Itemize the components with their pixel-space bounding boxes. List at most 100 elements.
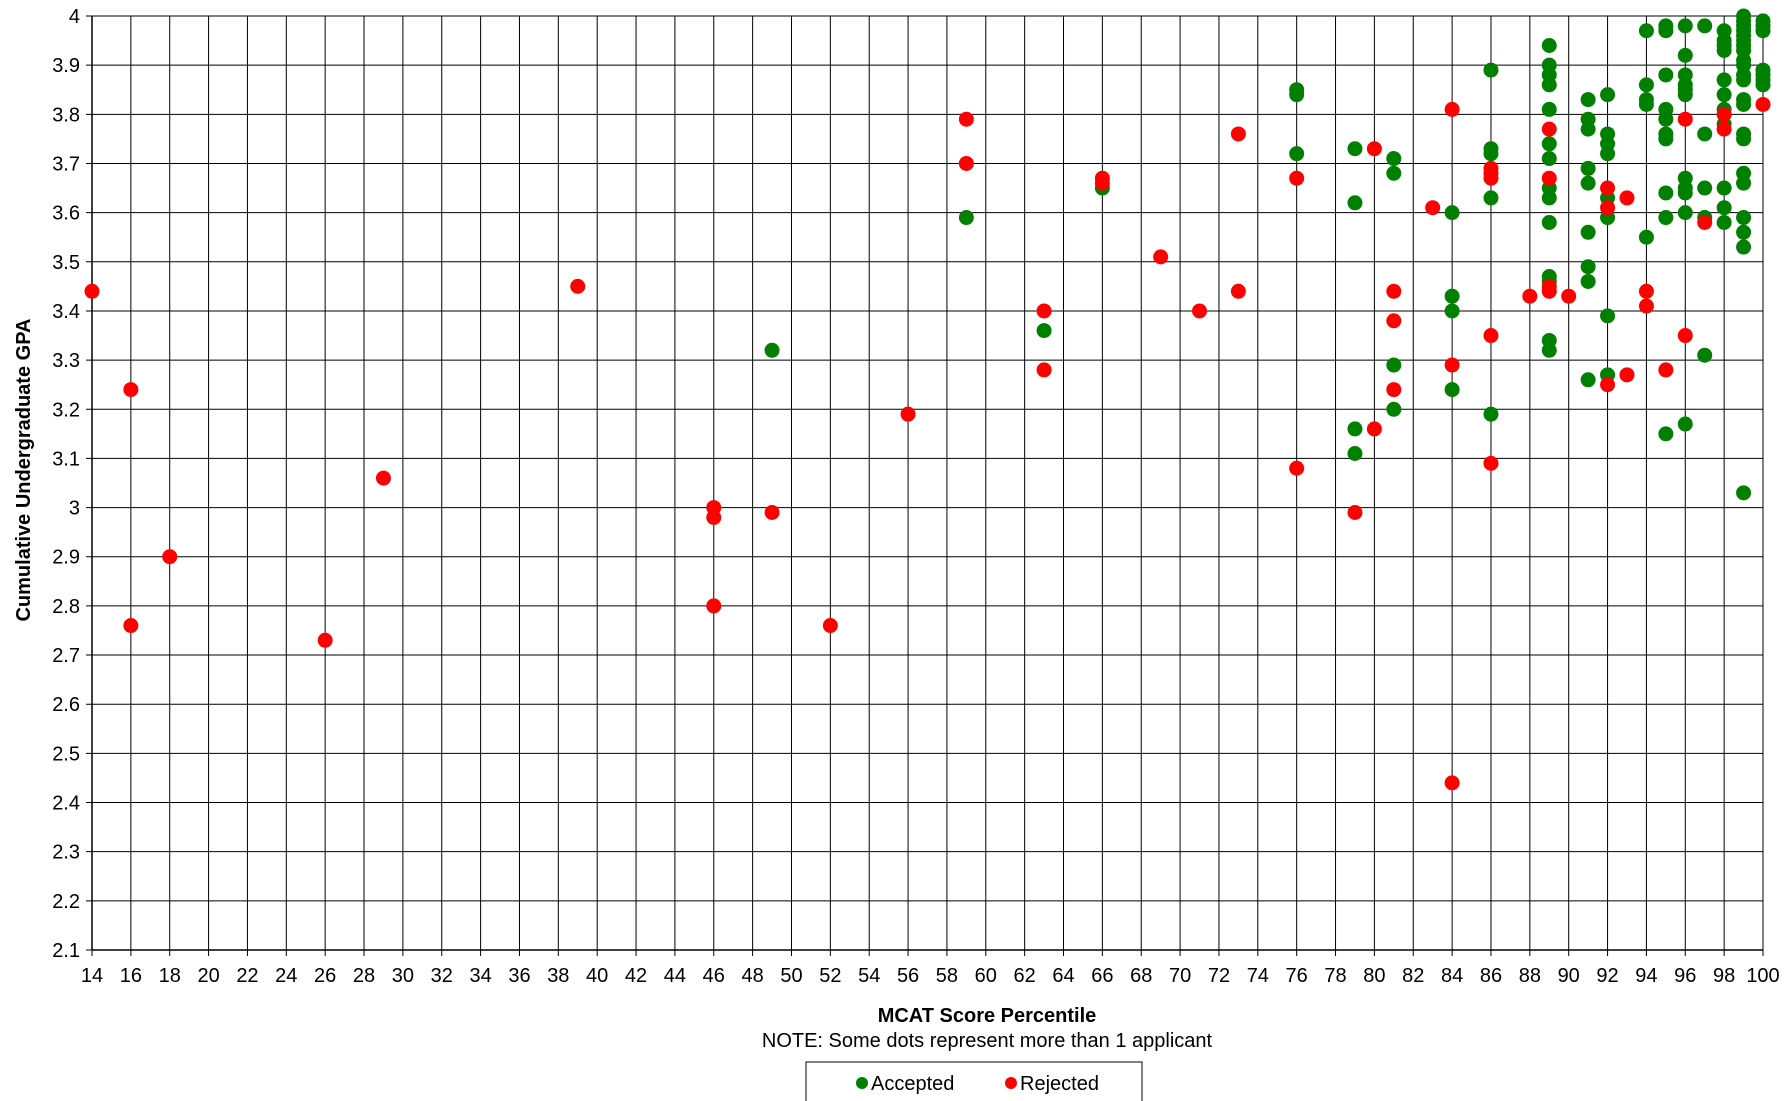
x-tick-label: 42 (625, 965, 647, 987)
legend-accepted-marker (856, 1077, 868, 1089)
x-tick-label: 50 (780, 965, 802, 987)
rejected-point (1541, 170, 1557, 186)
rejected-point (1444, 101, 1460, 117)
x-tick-label: 88 (1519, 965, 1541, 987)
accepted-point (1736, 210, 1752, 226)
accepted-point (1580, 92, 1596, 108)
accepted-point (1677, 416, 1693, 432)
accepted-point (1736, 72, 1752, 88)
y-tick-label: 3.6 (52, 203, 80, 225)
y-tick-label: 2.7 (52, 645, 80, 667)
x-tick-label: 58 (936, 965, 958, 987)
x-tick-label: 40 (586, 965, 608, 987)
x-tick-label: 52 (819, 965, 841, 987)
rejected-point (1600, 180, 1616, 196)
legend: Accepted Rejected (805, 1061, 1143, 1101)
accepted-point (1541, 37, 1557, 53)
y-tick-label: 2.4 (52, 793, 80, 815)
rejected-point (1483, 328, 1499, 344)
rejected-point (123, 382, 139, 398)
accepted-point (1716, 72, 1732, 88)
accepted-point (1736, 175, 1752, 191)
accepted-point (1580, 372, 1596, 388)
x-tick-label: 96 (1674, 965, 1696, 987)
rejected-point (375, 470, 391, 486)
rejected-point (1094, 175, 1110, 191)
accepted-point (1541, 214, 1557, 230)
x-tick-label: 56 (897, 965, 919, 987)
y-tick-label: 3.3 (52, 350, 80, 372)
accepted-point (1736, 485, 1752, 501)
accepted-point (1658, 67, 1674, 83)
accepted-point (1716, 200, 1732, 216)
y-tick-label: 2.6 (52, 694, 80, 716)
x-tick-label: 90 (1558, 965, 1580, 987)
rejected-point (1658, 362, 1674, 378)
accepted-point (1580, 273, 1596, 289)
accepted-point (1697, 347, 1713, 363)
x-tick-label: 36 (508, 965, 530, 987)
accepted-point (1716, 180, 1732, 196)
x-tick-label: 20 (197, 965, 219, 987)
x-tick-label: 26 (314, 965, 336, 987)
accepted-point (1658, 111, 1674, 127)
legend-rejected-marker (1005, 1077, 1017, 1089)
accepted-point (1541, 151, 1557, 167)
accepted-point (1677, 47, 1693, 63)
accepted-point (1580, 224, 1596, 240)
accepted-point (1036, 323, 1052, 339)
accepted-point (1697, 18, 1713, 34)
accepted-point (1444, 288, 1460, 304)
y-tick-label: 2.3 (52, 842, 80, 864)
rejected-point (1716, 121, 1732, 137)
x-tick-label: 64 (1052, 965, 1074, 987)
x-tick-label: 70 (1169, 965, 1191, 987)
x-tick-label: 54 (858, 965, 880, 987)
rejected-point (1541, 283, 1557, 299)
accepted-point (764, 342, 780, 358)
accepted-point (1289, 87, 1305, 103)
accepted-point (1386, 165, 1402, 181)
x-tick-label: 80 (1363, 965, 1385, 987)
chart-note: NOTE: Some dots represent more than 1 ap… (762, 1030, 1213, 1052)
rejected-point (1444, 775, 1460, 791)
rejected-point (1230, 126, 1246, 142)
accepted-point (1697, 126, 1713, 142)
rejected-point (1386, 313, 1402, 329)
rejected-point (1386, 382, 1402, 398)
x-tick-label: 98 (1713, 965, 1735, 987)
rejected-point (162, 549, 178, 565)
rejected-point (822, 618, 838, 634)
rejected-point (1366, 141, 1382, 157)
accepted-point (1658, 23, 1674, 39)
accepted-point (1716, 87, 1732, 103)
accepted-point (1444, 205, 1460, 221)
x-tick-label: 48 (742, 965, 764, 987)
rejected-point (317, 632, 333, 648)
rejected-point (1716, 106, 1732, 122)
x-tick-label: 100 (1746, 965, 1779, 987)
y-tick-label: 3.4 (52, 301, 80, 323)
rejected-point (706, 598, 722, 614)
x-tick-label: 18 (159, 965, 181, 987)
accepted-point (1638, 96, 1654, 112)
accepted-point (1658, 426, 1674, 442)
accepted-point (1638, 23, 1654, 39)
x-tick-label: 44 (664, 965, 686, 987)
rejected-point (123, 618, 139, 634)
y-tick-label: 3 (69, 498, 80, 520)
rejected-point (1036, 303, 1052, 319)
x-tick-label: 68 (1130, 965, 1152, 987)
x-tick-label: 60 (975, 965, 997, 987)
accepted-point (1444, 303, 1460, 319)
rejected-point (1619, 190, 1635, 206)
x-tick-label: 82 (1402, 965, 1424, 987)
y-tick-label: 3.7 (52, 153, 80, 175)
rejected-point (84, 283, 100, 299)
accepted-point (1600, 146, 1616, 162)
rejected-point (958, 155, 974, 171)
x-tick-label: 30 (392, 965, 414, 987)
accepted-point (1736, 96, 1752, 112)
accepted-point (1386, 357, 1402, 373)
